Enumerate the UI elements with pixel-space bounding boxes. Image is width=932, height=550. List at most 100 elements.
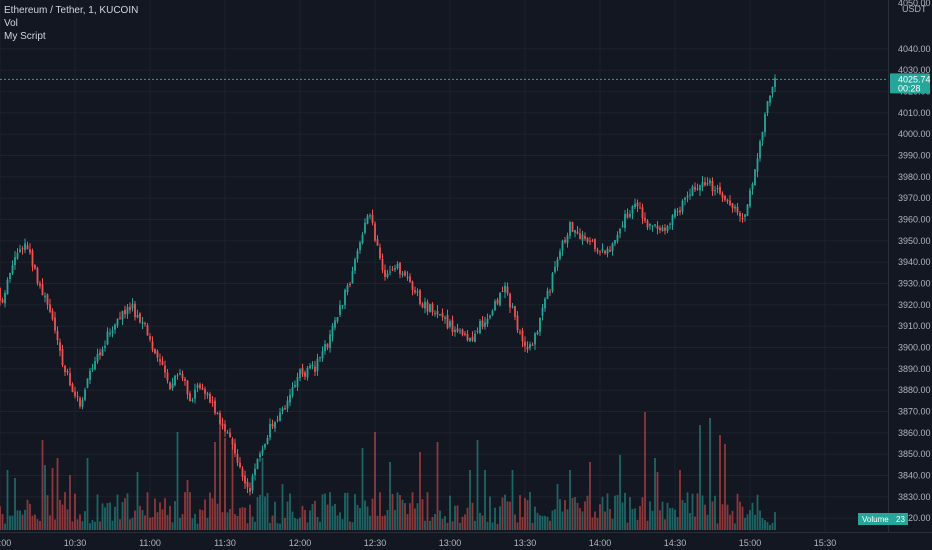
volume-bar — [186, 480, 189, 530]
legend-vol-indicator[interactable]: Vol — [4, 18, 18, 29]
volume-bar — [36, 519, 39, 530]
symbol-title[interactable]: Ethereum / Tether, 1, KUCOIN — [4, 5, 139, 16]
candle-body — [151, 341, 154, 350]
volume-bar — [26, 499, 29, 530]
candle-body — [266, 437, 269, 444]
candle-body — [141, 322, 144, 324]
volume-bar — [764, 520, 766, 530]
volume-bar — [416, 503, 419, 530]
candle-body — [66, 370, 69, 373]
candle-body — [561, 240, 564, 251]
volume-bar — [424, 520, 426, 530]
candle-body — [79, 398, 81, 407]
candle-body — [531, 344, 534, 346]
volume-bar — [271, 515, 274, 530]
volume-bar — [231, 446, 234, 530]
price-axis[interactable]: 3820.00 3830.00 3840.00 3850.00 3860.00 3870.… — [898, 44, 931, 523]
volume-bar — [386, 509, 389, 530]
time-tick-label: 11:00 — [139, 538, 161, 548]
legend-script-indicator[interactable]: My Script — [4, 31, 46, 42]
candle-body — [759, 141, 761, 159]
volume-bar — [434, 513, 436, 530]
time-tick-label: 12:00 — [289, 538, 312, 548]
candle-body — [696, 188, 699, 190]
volume-bar — [39, 520, 41, 530]
candle-body — [309, 365, 311, 369]
time-axis[interactable]: 10:00 10:30 11:00 11:30 12:00 12:30 13:00 13:30… — [0, 538, 836, 548]
candle-body — [316, 358, 319, 372]
candle-body — [229, 432, 231, 438]
volume-bar — [616, 494, 619, 530]
candle-body — [699, 185, 701, 191]
candle-body — [191, 399, 194, 401]
price-tick-label: 3970.00 — [898, 193, 931, 203]
volume-bar — [131, 517, 134, 530]
volume-bar — [251, 516, 254, 530]
volume-bar — [721, 504, 724, 530]
volume-bar — [326, 504, 329, 530]
volume-bar — [426, 492, 429, 530]
volume-bar — [521, 517, 524, 530]
volume-bar — [389, 462, 391, 530]
volume-bar — [31, 515, 34, 530]
candle-body — [424, 301, 426, 309]
volume-bar — [206, 517, 209, 530]
volume-bar — [441, 518, 444, 530]
volume-bar — [179, 517, 181, 530]
candle-body — [256, 458, 259, 470]
volume-bar — [646, 520, 649, 530]
candle-body — [644, 217, 646, 221]
volume-bar — [71, 521, 74, 530]
time-tick-label: 13:00 — [439, 538, 462, 548]
candle-body — [661, 227, 664, 232]
volume-bar — [311, 504, 314, 530]
volume-bar — [691, 493, 694, 530]
candle-body — [599, 251, 601, 253]
candle-body — [506, 286, 509, 294]
volume-bar — [756, 494, 759, 530]
volume-badge-bg — [858, 513, 908, 525]
volume-bar — [556, 484, 559, 530]
volume-bar — [199, 509, 201, 530]
volume-bar — [154, 498, 156, 530]
volume-bar — [429, 520, 431, 530]
candle-body — [581, 234, 584, 241]
candle-body — [96, 354, 99, 362]
candle-body — [574, 230, 576, 233]
volume-bar — [611, 518, 614, 530]
price-tick-label: 3840.00 — [898, 471, 931, 481]
time-tick-label: 14:30 — [664, 538, 687, 548]
candle-body — [131, 303, 134, 309]
candle-body — [491, 310, 494, 316]
volume-bar — [309, 510, 311, 530]
candle-body — [716, 188, 719, 190]
price-tick-label: 3980.00 — [898, 172, 931, 182]
candle-body — [326, 343, 329, 348]
volume-bar — [596, 517, 599, 530]
candle-body — [86, 378, 89, 388]
volume-bar — [581, 511, 584, 530]
volume-bar — [214, 442, 216, 530]
volume-bar — [516, 522, 519, 530]
candle-body — [1, 299, 4, 303]
candle-body — [69, 373, 71, 386]
candle-body — [649, 224, 651, 226]
volume-bar — [211, 498, 214, 530]
volume-bar — [664, 519, 666, 530]
volume-bar — [484, 470, 486, 530]
candle-body — [754, 169, 756, 186]
volume-bar — [324, 493, 326, 530]
volume-bar — [391, 494, 394, 530]
volume-bar — [204, 499, 206, 530]
candle-body — [356, 250, 359, 260]
candle-body — [54, 317, 56, 331]
volume-bar — [454, 505, 456, 530]
volume-bar — [571, 498, 574, 530]
candle-body — [161, 361, 164, 365]
candle-body — [89, 370, 91, 380]
last-price-value: 4025.74 — [898, 74, 931, 84]
candle-body — [566, 235, 569, 244]
candle-body — [494, 301, 496, 311]
